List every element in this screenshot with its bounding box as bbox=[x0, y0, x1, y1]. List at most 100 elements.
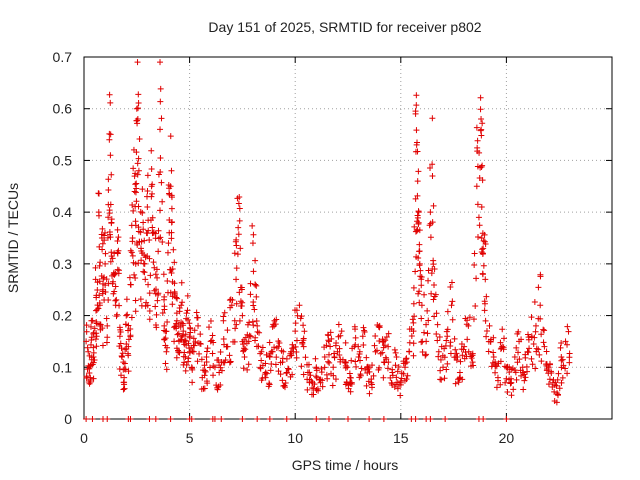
data-point bbox=[250, 322, 257, 329]
data-point bbox=[103, 339, 110, 346]
data-point bbox=[249, 222, 256, 229]
data-point bbox=[298, 363, 305, 370]
data-point bbox=[236, 193, 243, 200]
data-point bbox=[321, 364, 328, 371]
data-point bbox=[169, 301, 176, 308]
data-point bbox=[99, 342, 106, 349]
data-point bbox=[540, 339, 547, 346]
data-point bbox=[391, 346, 398, 353]
data-point bbox=[541, 343, 548, 350]
data-point bbox=[132, 308, 139, 315]
data-point bbox=[455, 379, 462, 386]
data-point bbox=[154, 274, 161, 281]
data-point bbox=[479, 271, 486, 278]
data-point bbox=[535, 284, 542, 291]
data-point bbox=[482, 276, 489, 283]
data-point bbox=[236, 205, 243, 212]
data-point bbox=[169, 219, 176, 226]
data-point bbox=[541, 327, 548, 334]
data-point bbox=[127, 281, 134, 288]
data-point bbox=[553, 382, 560, 389]
data-point bbox=[448, 279, 455, 286]
zero-data-point bbox=[412, 416, 419, 422]
data-point bbox=[122, 346, 129, 353]
zero-data-point bbox=[211, 416, 218, 422]
data-point bbox=[540, 326, 547, 333]
data-point bbox=[136, 136, 143, 143]
data-point bbox=[504, 388, 511, 395]
data-point bbox=[499, 326, 506, 333]
data-point bbox=[532, 328, 539, 335]
data-point bbox=[245, 361, 252, 368]
data-point bbox=[393, 374, 400, 381]
data-point bbox=[461, 343, 468, 350]
zero-data-point bbox=[427, 416, 434, 422]
data-point bbox=[93, 320, 100, 327]
data-point bbox=[435, 348, 442, 355]
data-point bbox=[526, 345, 533, 352]
data-point bbox=[410, 284, 417, 291]
data-point bbox=[558, 379, 565, 386]
data-point bbox=[246, 332, 253, 339]
data-point bbox=[165, 240, 172, 247]
data-point bbox=[168, 235, 175, 242]
data-point bbox=[183, 310, 190, 317]
data-point bbox=[157, 169, 164, 176]
data-point bbox=[537, 315, 544, 322]
data-point bbox=[375, 366, 382, 373]
data-point bbox=[105, 214, 112, 221]
data-point bbox=[114, 266, 121, 273]
data-point bbox=[216, 362, 223, 369]
data-point bbox=[114, 226, 121, 233]
data-point bbox=[105, 296, 112, 303]
data-point bbox=[353, 363, 360, 370]
data-point bbox=[107, 99, 114, 106]
data-point bbox=[389, 372, 396, 379]
data-point bbox=[129, 202, 136, 209]
data-point bbox=[178, 302, 185, 309]
data-point bbox=[144, 302, 151, 309]
data-point bbox=[497, 381, 504, 388]
data-point bbox=[483, 293, 490, 300]
data-point bbox=[233, 276, 240, 283]
data-point bbox=[430, 257, 437, 264]
data-point bbox=[356, 350, 363, 357]
data-point bbox=[556, 385, 563, 392]
data-point bbox=[388, 379, 395, 386]
data-point bbox=[134, 171, 141, 178]
data-point bbox=[292, 343, 299, 350]
data-point bbox=[429, 161, 436, 168]
data-point bbox=[108, 216, 115, 223]
data-point bbox=[475, 214, 482, 221]
data-point bbox=[428, 290, 435, 297]
data-point bbox=[480, 245, 487, 252]
data-point bbox=[299, 340, 306, 347]
data-point bbox=[119, 353, 126, 360]
data-point bbox=[443, 337, 450, 344]
x-tick-label: 20 bbox=[499, 430, 515, 446]
data-point bbox=[224, 343, 231, 350]
data-point bbox=[452, 346, 459, 353]
x-tick-label: 5 bbox=[186, 430, 194, 446]
y-tick-label: 0.1 bbox=[53, 359, 73, 375]
data-point bbox=[157, 98, 164, 105]
data-point bbox=[464, 317, 471, 324]
data-point bbox=[444, 360, 451, 367]
zero-data-point bbox=[89, 416, 96, 422]
data-point bbox=[440, 364, 447, 371]
data-point bbox=[242, 334, 249, 341]
data-point bbox=[523, 363, 530, 370]
data-point bbox=[275, 338, 282, 345]
data-point bbox=[97, 259, 104, 266]
data-point bbox=[103, 276, 110, 283]
data-point bbox=[258, 348, 265, 355]
data-point bbox=[133, 105, 140, 112]
data-point bbox=[415, 168, 422, 175]
data-point bbox=[409, 316, 416, 323]
data-point bbox=[142, 276, 149, 283]
data-point bbox=[391, 383, 398, 390]
data-point bbox=[410, 328, 417, 335]
data-point bbox=[137, 296, 144, 303]
data-point bbox=[149, 224, 156, 231]
data-point bbox=[292, 328, 299, 335]
